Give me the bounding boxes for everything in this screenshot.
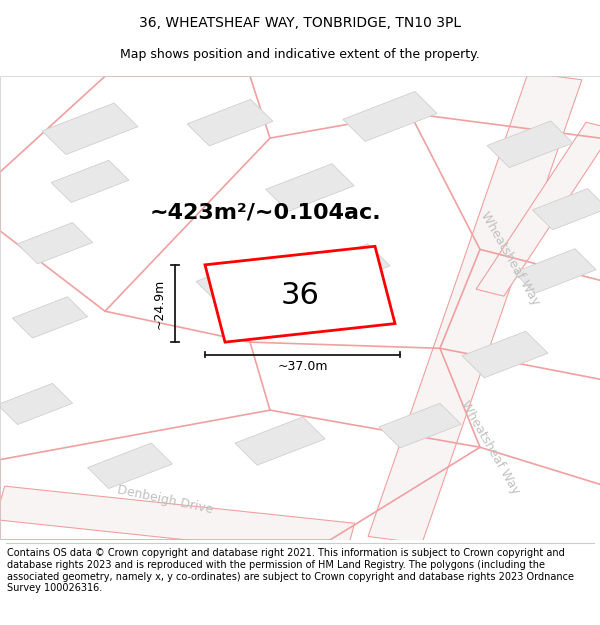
Text: 36, WHEATSHEAF WAY, TONBRIDGE, TN10 3PL: 36, WHEATSHEAF WAY, TONBRIDGE, TN10 3PL <box>139 16 461 30</box>
Polygon shape <box>379 403 461 448</box>
Polygon shape <box>187 99 273 146</box>
Polygon shape <box>532 189 600 230</box>
Polygon shape <box>476 122 600 296</box>
Polygon shape <box>205 246 395 342</box>
Text: Wheatsheaf Way: Wheatsheaf Way <box>458 398 522 496</box>
Polygon shape <box>0 383 73 424</box>
Text: Contains OS data © Crown copyright and database right 2021. This information is : Contains OS data © Crown copyright and d… <box>7 549 574 593</box>
Polygon shape <box>196 259 274 301</box>
Polygon shape <box>235 417 325 465</box>
Polygon shape <box>88 443 172 489</box>
Text: Denbeigh Drive: Denbeigh Drive <box>116 483 214 516</box>
Text: ~37.0m: ~37.0m <box>277 361 328 373</box>
Polygon shape <box>51 160 129 202</box>
Polygon shape <box>17 222 92 264</box>
Polygon shape <box>42 103 138 154</box>
Polygon shape <box>300 244 390 292</box>
Polygon shape <box>487 121 573 168</box>
Text: Wheatsheaf Way: Wheatsheaf Way <box>478 209 542 308</box>
Text: ~24.9m: ~24.9m <box>152 278 166 329</box>
Polygon shape <box>0 486 355 557</box>
Polygon shape <box>462 331 548 378</box>
Text: ~423m²/~0.104ac.: ~423m²/~0.104ac. <box>149 202 381 222</box>
Polygon shape <box>343 91 437 141</box>
Polygon shape <box>13 297 88 338</box>
Polygon shape <box>266 164 354 211</box>
Text: 36: 36 <box>281 281 319 310</box>
Polygon shape <box>514 249 596 293</box>
Polygon shape <box>368 72 582 544</box>
Text: Map shows position and indicative extent of the property.: Map shows position and indicative extent… <box>120 48 480 61</box>
